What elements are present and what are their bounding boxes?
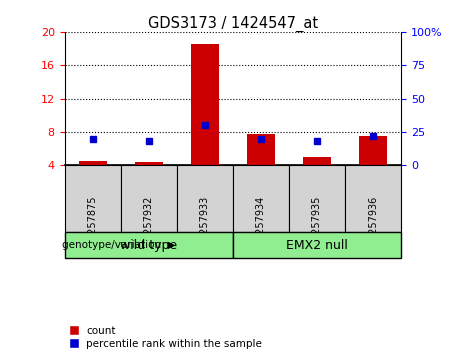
Text: GSM257936: GSM257936 [368, 195, 378, 255]
FancyBboxPatch shape [233, 232, 401, 258]
Title: GDS3173 / 1424547_at: GDS3173 / 1424547_at [148, 16, 318, 32]
Text: GSM257935: GSM257935 [312, 195, 322, 255]
Text: GSM257933: GSM257933 [200, 195, 210, 255]
Text: GSM257875: GSM257875 [88, 195, 98, 255]
Text: genotype/variation  ▶: genotype/variation ▶ [62, 240, 175, 250]
Legend: count, percentile rank within the sample: count, percentile rank within the sample [70, 326, 262, 349]
Bar [359, 136, 387, 165]
FancyBboxPatch shape [121, 165, 177, 232]
Bar [303, 157, 331, 165]
Bar [191, 44, 219, 165]
Text: EMX2 null: EMX2 null [286, 239, 348, 252]
Bar [247, 134, 275, 165]
FancyBboxPatch shape [233, 165, 289, 232]
Bar [135, 162, 163, 165]
Text: wild type: wild type [120, 239, 177, 252]
Text: GSM257934: GSM257934 [256, 195, 266, 255]
Bar [78, 161, 106, 165]
FancyBboxPatch shape [177, 165, 233, 232]
Text: GSM257932: GSM257932 [144, 195, 154, 255]
FancyBboxPatch shape [65, 232, 233, 258]
FancyBboxPatch shape [289, 165, 345, 232]
FancyBboxPatch shape [345, 165, 401, 232]
FancyBboxPatch shape [65, 165, 121, 232]
